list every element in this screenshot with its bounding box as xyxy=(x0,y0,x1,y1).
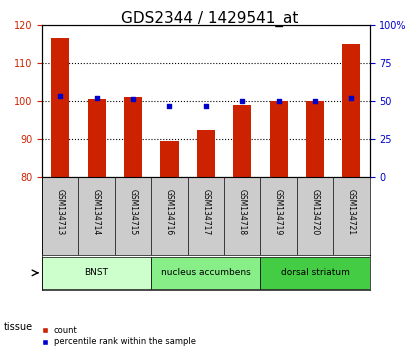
Bar xyxy=(160,141,178,177)
Point xyxy=(275,98,282,104)
Text: dorsal striatum: dorsal striatum xyxy=(281,268,349,278)
Point xyxy=(57,93,63,99)
Text: GSM134714: GSM134714 xyxy=(92,189,101,235)
Text: GSM134720: GSM134720 xyxy=(310,189,320,235)
Bar xyxy=(342,44,360,177)
Point xyxy=(130,97,136,102)
Point xyxy=(93,95,100,101)
Text: GSM134716: GSM134716 xyxy=(165,189,174,235)
Text: GSM134721: GSM134721 xyxy=(347,189,356,235)
FancyBboxPatch shape xyxy=(151,257,260,289)
Legend: count, percentile rank within the sample: count, percentile rank within the sample xyxy=(38,322,199,350)
Bar xyxy=(197,130,215,177)
Text: nucleus accumbens: nucleus accumbens xyxy=(161,268,251,278)
Point xyxy=(239,98,246,104)
Text: GSM134718: GSM134718 xyxy=(238,189,247,235)
Point xyxy=(348,95,355,101)
Text: BNST: BNST xyxy=(84,268,109,278)
Text: GSM134715: GSM134715 xyxy=(129,189,137,235)
Text: GDS2344 / 1429541_at: GDS2344 / 1429541_at xyxy=(121,11,299,27)
Bar xyxy=(51,38,69,177)
FancyBboxPatch shape xyxy=(42,257,151,289)
Point xyxy=(312,98,318,104)
Text: tissue: tissue xyxy=(4,322,33,332)
Bar xyxy=(306,101,324,177)
Bar xyxy=(233,105,251,177)
Bar xyxy=(270,101,288,177)
Text: GSM134719: GSM134719 xyxy=(274,189,283,235)
FancyBboxPatch shape xyxy=(260,257,370,289)
Bar xyxy=(87,99,106,177)
Bar xyxy=(124,97,142,177)
Text: GSM134713: GSM134713 xyxy=(56,189,65,235)
Text: GSM134717: GSM134717 xyxy=(201,189,210,235)
Point xyxy=(166,103,173,108)
Point xyxy=(202,103,209,108)
